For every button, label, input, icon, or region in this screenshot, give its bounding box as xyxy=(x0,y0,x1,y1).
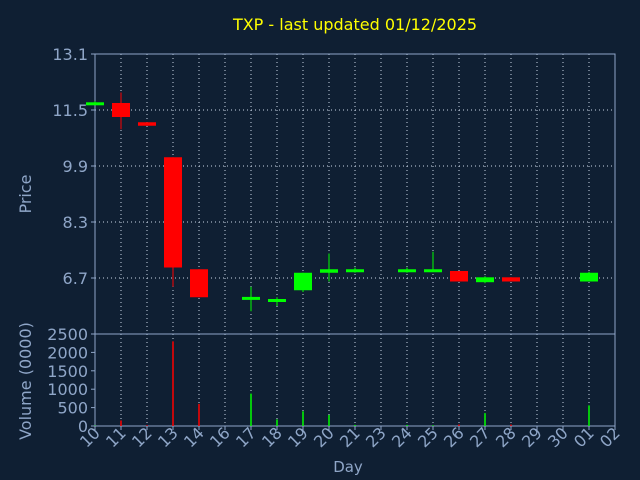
candle-body xyxy=(138,122,156,126)
volume-y-tick-label: 500 xyxy=(57,399,88,418)
volume-y-tick-label: 2000 xyxy=(47,343,88,362)
volume-y-tick-label: 0 xyxy=(78,417,88,436)
candle-body xyxy=(112,103,130,117)
price-y-tick-label: 13.1 xyxy=(52,45,88,64)
x-tick-label: 16 xyxy=(206,423,234,451)
x-tick-label: 01 xyxy=(570,423,598,451)
x-tick-label: 24 xyxy=(388,423,416,451)
x-tick-label: 25 xyxy=(414,423,442,451)
x-tick-label: 26 xyxy=(440,423,468,451)
candle-body xyxy=(242,296,260,300)
x-tick-label: 20 xyxy=(310,423,338,451)
x-tick-label: 29 xyxy=(518,423,546,451)
volume-grid xyxy=(120,334,590,426)
x-tick-label: 30 xyxy=(544,423,572,451)
candle-body xyxy=(476,277,494,283)
x-tick-label: 18 xyxy=(258,423,286,451)
volume-y-tick-label: 2500 xyxy=(47,325,88,344)
candle-body xyxy=(424,269,442,273)
volume-y-tick-label: 1500 xyxy=(47,362,88,381)
volume-y-tick-label: 1000 xyxy=(47,380,88,399)
x-tick-labels: 1011121314161718192021232425262728293001… xyxy=(76,423,624,451)
price-y-tick-labels: 13.1 11.5 9.9 8.3 6.7 xyxy=(52,45,95,288)
x-tick-label: 14 xyxy=(180,423,208,451)
price-y-tick-label: 6.7 xyxy=(63,269,88,288)
candle-body xyxy=(450,271,468,282)
candle-body xyxy=(346,269,364,273)
x-tick-label: 28 xyxy=(492,423,520,451)
candle-body xyxy=(164,157,182,268)
chart-title: TXP - last updated 01/12/2025 xyxy=(232,15,477,34)
volume-y-axis-label: Volume (0000) xyxy=(16,322,35,440)
candle-body xyxy=(398,269,416,273)
price-y-tick-label: 9.9 xyxy=(63,157,88,176)
x-tick-label: 27 xyxy=(466,423,494,451)
candle-body xyxy=(268,299,286,302)
x-tick-label: 02 xyxy=(596,423,624,451)
x-tick-label: 13 xyxy=(154,423,182,451)
candle-body xyxy=(294,272,312,291)
x-tick-label: 11 xyxy=(102,423,130,451)
price-y-tick-label: 11.5 xyxy=(52,101,88,120)
x-tick-label: 19 xyxy=(284,423,312,451)
x-tick-label: 17 xyxy=(232,423,260,451)
price-y-tick-label: 8.3 xyxy=(63,213,88,232)
x-tick-label: 21 xyxy=(336,423,364,451)
candle-body xyxy=(86,102,104,106)
x-tick-label: 12 xyxy=(128,423,156,451)
candle-body xyxy=(320,269,338,273)
candle-body xyxy=(502,277,520,282)
volume-bars xyxy=(94,341,590,426)
x-tick-label: 23 xyxy=(362,423,390,451)
candle-body xyxy=(580,272,598,282)
price-y-axis-label: Price xyxy=(16,174,35,213)
candles xyxy=(86,92,598,312)
candle-body xyxy=(190,269,208,298)
x-axis-label: Day xyxy=(333,458,363,476)
